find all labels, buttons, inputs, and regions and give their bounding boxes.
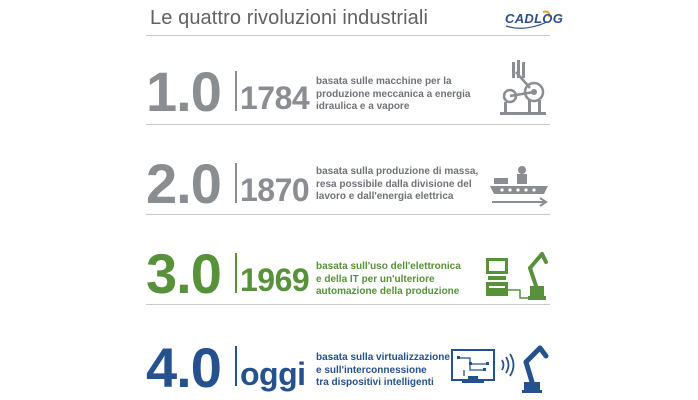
page-title: Le quattro rivoluzioni industriali	[150, 7, 428, 29]
description-line: automazione della produzione	[316, 286, 460, 297]
revolution-year: 1870	[240, 172, 310, 208]
title-divider	[146, 35, 550, 36]
separator	[235, 253, 237, 293]
description-line: lavoro e dall'energia elettrica	[316, 191, 454, 202]
robot-computer-icon	[486, 252, 548, 300]
description-line: produzione meccanica a energia	[316, 88, 471, 100]
revolution-description: basata sull'uso dell'elettronica e della…	[316, 261, 461, 299]
description-line: tra dispositivi intelligenti	[316, 377, 434, 388]
revolution-version: 1.0	[146, 60, 222, 123]
revolution-year: 1969	[240, 262, 310, 298]
revolution-version: 2.0	[146, 152, 222, 215]
assembly-line-icon	[490, 166, 548, 207]
description-line: basata sulla virtualizzazione	[316, 352, 450, 363]
revolution-row-1: 1.0 1784 basata sulle macchine per la pr…	[146, 36, 550, 126]
revolution-version: 3.0	[146, 242, 222, 305]
logo-arc-icon	[505, 10, 551, 29]
description-line: idraulica e a vapore	[316, 101, 410, 112]
separator	[235, 71, 237, 111]
row-divider	[146, 124, 550, 125]
revolution-row-2: 2.0 1870 basata sulla produzione di mass…	[146, 126, 550, 216]
separator	[235, 346, 237, 386]
connected-devices-icon	[451, 345, 549, 393]
row-divider	[146, 304, 550, 305]
revolution-version: 4.0	[146, 336, 222, 399]
steam-machine-icon	[500, 60, 546, 115]
revolution-row-3: 3.0 1969 basata sull'uso dell'elettronic…	[146, 216, 550, 306]
separator	[235, 163, 237, 203]
description-line: basata sulla produzione di massa,	[316, 166, 479, 177]
description-line: basata sull'uso dell'elettronica	[316, 261, 461, 272]
logo-text: CADLOG	[505, 11, 564, 26]
description-line: e sull'interconnessione	[316, 364, 427, 376]
revolution-description: basata sulle macchine per la produzione …	[316, 76, 471, 114]
description-line: resa possibile dalla divisione del	[316, 178, 472, 190]
revolution-row-4: 4.0 oggi basata sulla virtualizzazione e…	[146, 306, 550, 396]
revolution-year: oggi	[240, 356, 306, 392]
revolution-description: basata sulla virtualizzazione e sull'int…	[316, 352, 450, 390]
description-line: basata sulle macchine per la	[316, 76, 452, 87]
description-line: e della IT per un'ulteriore	[316, 273, 435, 285]
revolution-year: 1784	[240, 80, 310, 116]
cadlog-logo: CADLOG	[503, 8, 563, 34]
row-divider	[146, 214, 550, 215]
revolution-description: basata sulla produzione di massa, resa p…	[316, 166, 478, 204]
